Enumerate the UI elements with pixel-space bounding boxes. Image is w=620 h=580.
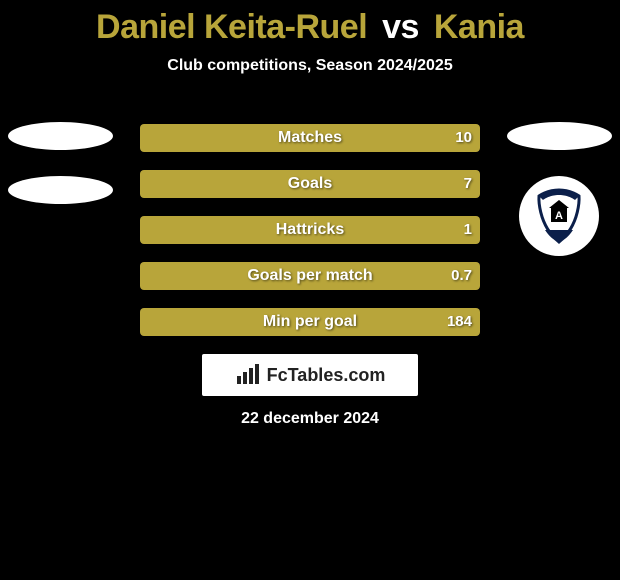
date-text: 22 december 2024 [0,410,620,428]
stats-bars: Matches 10 Goals 7 Hattricks 1 Goals per… [140,124,480,354]
stat-value: 10 [455,124,472,152]
branding-box: FcTables.com [202,354,418,396]
stat-value: 1 [464,216,472,244]
right-badges-column: A [507,122,612,256]
club-crest-icon: A [529,186,589,246]
player2-name: Kania [434,8,524,46]
vs-text: vs [382,8,419,46]
club-badge-placeholder [8,176,113,204]
subtitle: Club competitions, Season 2024/2025 [0,57,620,75]
stat-label: Min per goal [140,308,480,336]
stat-label: Goals per match [140,262,480,290]
stat-label: Goals [140,170,480,198]
stat-value: 184 [447,308,472,336]
stat-row: Hattricks 1 [140,216,480,244]
stat-label: Hattricks [140,216,480,244]
svg-text:A: A [555,210,563,222]
stat-value: 7 [464,170,472,198]
player-badge-placeholder [507,122,612,150]
player-badge-placeholder [8,122,113,150]
comparison-title: Daniel Keita-Ruel vs Kania [0,0,620,47]
stat-value: 0.7 [451,262,472,290]
branding-text: FcTables.com [267,365,386,386]
club-badge: A [519,176,599,256]
stat-row: Goals per match 0.7 [140,262,480,290]
stat-row: Matches 10 [140,124,480,152]
left-badges-column [8,122,113,230]
player1-name: Daniel Keita-Ruel [96,8,367,46]
stat-label: Matches [140,124,480,152]
stat-row: Goals 7 [140,170,480,198]
bars-icon [235,364,261,386]
stat-row: Min per goal 184 [140,308,480,336]
